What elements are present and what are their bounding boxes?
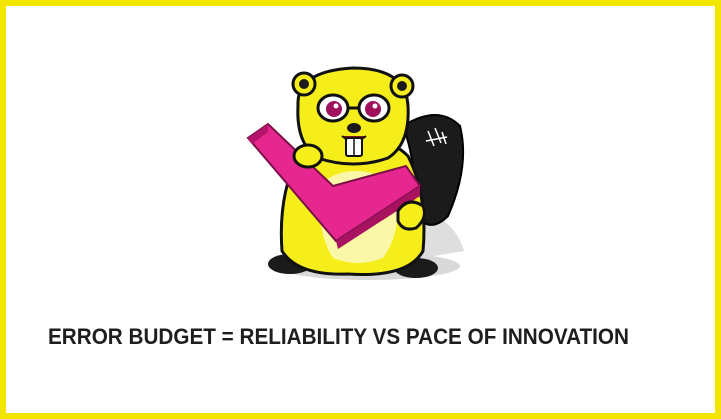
beaver-mascot-illustration [238, 46, 468, 286]
nose [347, 123, 361, 133]
tail-hatch [425, 127, 448, 147]
right-hand [396, 200, 426, 231]
right-eye [365, 101, 381, 117]
beaver-mascot-svg [246, 66, 465, 280]
left-hand [292, 143, 324, 169]
left-eye [326, 101, 342, 117]
checkmark [246, 122, 422, 249]
slide-caption: ERROR BUDGET = RELIABILITY VS PACE OF IN… [48, 324, 629, 349]
